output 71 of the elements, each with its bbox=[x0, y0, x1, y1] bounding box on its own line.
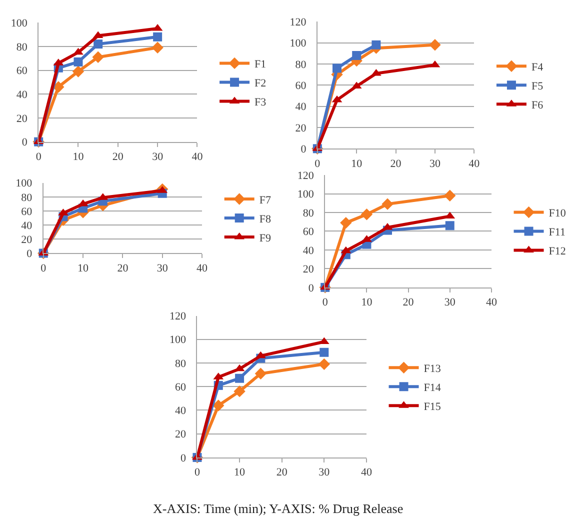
x-tick-label: 10 bbox=[72, 151, 84, 164]
y-tick-label: 80 bbox=[16, 41, 28, 54]
y-tick-label: 0 bbox=[308, 282, 314, 294]
x-tick-label: 0 bbox=[194, 466, 200, 479]
legend-label: F13 bbox=[424, 362, 442, 375]
x-tick-label: 40 bbox=[468, 158, 480, 170]
legend-label: F2 bbox=[254, 77, 266, 90]
x-tick-label: 20 bbox=[390, 158, 402, 170]
y-tick-label: 80 bbox=[175, 358, 187, 370]
x-tick-label: 30 bbox=[152, 151, 164, 164]
y-tick-label: 60 bbox=[21, 206, 33, 218]
legend-label: F12 bbox=[548, 246, 566, 258]
x-tick-label: 20 bbox=[402, 296, 414, 309]
x-tick-label: 40 bbox=[486, 296, 498, 309]
y-tick-label: 60 bbox=[302, 226, 314, 238]
x-tick-label: 10 bbox=[234, 466, 246, 479]
y-tick-label: 120 bbox=[170, 310, 187, 323]
text: X-AXIS: Time (min); Y-AXIS: % Drug Release bbox=[153, 501, 404, 516]
y-tick-label: 120 bbox=[297, 170, 314, 182]
y-tick-label: 100 bbox=[10, 17, 28, 30]
y-tick-label: 40 bbox=[175, 405, 187, 418]
x-tick-label: 40 bbox=[192, 151, 204, 164]
y-tick-label: 100 bbox=[170, 334, 187, 346]
x-tick-label: 10 bbox=[351, 158, 363, 170]
legend-label: F15 bbox=[424, 400, 442, 413]
x-tick-label: 30 bbox=[156, 262, 168, 274]
x-tick-label: 10 bbox=[78, 262, 90, 274]
legend-label: F3 bbox=[254, 96, 267, 108]
x-tick-label: 40 bbox=[360, 466, 372, 479]
y-tick-label: 0 bbox=[26, 248, 33, 260]
legend-label: F11 bbox=[548, 226, 566, 239]
y-tick-label: 20 bbox=[21, 234, 33, 246]
y-tick-label: 120 bbox=[290, 16, 307, 28]
y-tick-label: 60 bbox=[295, 80, 307, 92]
y-tick-label: 0 bbox=[22, 136, 28, 149]
y-tick-label: 60 bbox=[175, 381, 187, 394]
x-tick-label: 40 bbox=[196, 262, 208, 274]
legend-label: F8 bbox=[259, 213, 272, 226]
y-tick-label: 100 bbox=[297, 188, 314, 201]
legend-label: F10 bbox=[548, 208, 566, 220]
y-tick-label: 20 bbox=[16, 112, 28, 125]
y-tick-label: 80 bbox=[302, 207, 314, 220]
y-tick-label: 20 bbox=[175, 428, 187, 441]
x-tick-label: 0 bbox=[36, 151, 42, 164]
x-tick-label: 10 bbox=[361, 296, 373, 309]
y-tick-label: 40 bbox=[16, 88, 28, 101]
y-tick-label: 40 bbox=[295, 101, 307, 114]
x-tick-label: 30 bbox=[444, 296, 456, 309]
x-tick-label: 0 bbox=[322, 296, 328, 309]
y-tick-label: 0 bbox=[180, 452, 187, 464]
legend-label: F6 bbox=[531, 99, 544, 112]
y-tick-label: 40 bbox=[302, 244, 314, 257]
legend-label: F5 bbox=[531, 80, 544, 92]
y-tick-label: 20 bbox=[295, 122, 307, 134]
x-tick-label: 30 bbox=[318, 466, 330, 479]
y-tick-label: 60 bbox=[16, 65, 28, 78]
legend-label: F9 bbox=[259, 232, 272, 244]
x-tick-label: 20 bbox=[117, 262, 129, 274]
x-tick-label: 0 bbox=[40, 262, 47, 274]
y-tick-label: 100 bbox=[290, 38, 307, 50]
x-tick-label: 30 bbox=[429, 158, 441, 170]
x-tick-label: 20 bbox=[276, 466, 288, 479]
x-tick-label: 20 bbox=[112, 151, 124, 164]
legend-label: F4 bbox=[531, 61, 544, 74]
y-tick-label: 80 bbox=[295, 58, 307, 71]
legend-label: F14 bbox=[424, 382, 442, 394]
legend-label: F1 bbox=[254, 58, 266, 70]
y-tick-label: 80 bbox=[21, 192, 33, 204]
y-tick-label: 40 bbox=[21, 220, 33, 232]
legend-label: F7 bbox=[259, 194, 272, 206]
y-tick-label: 100 bbox=[16, 178, 33, 190]
